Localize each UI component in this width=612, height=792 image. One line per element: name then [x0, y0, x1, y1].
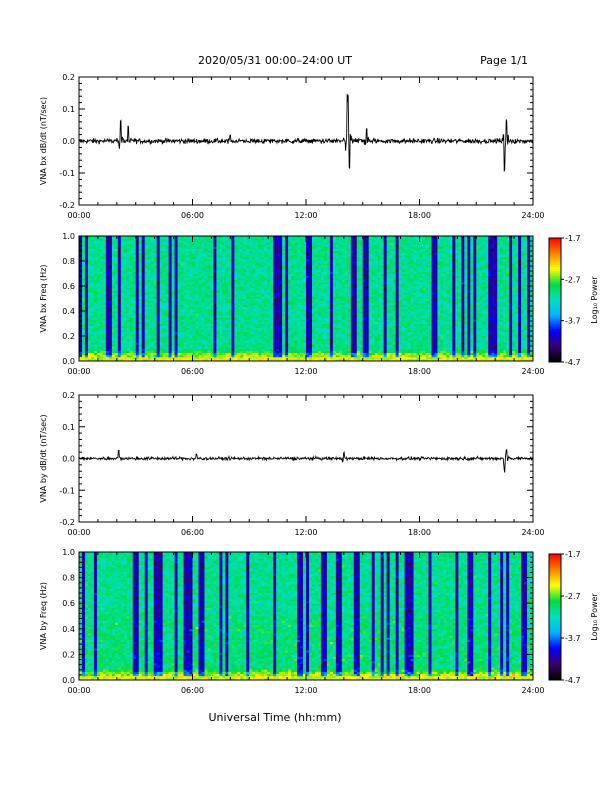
y-tick-label: 0.2 — [62, 391, 75, 400]
y-tick-label: 0.8 — [62, 574, 75, 583]
colorbar-frame — [548, 553, 562, 681]
x-tick-label: 06:00 — [181, 211, 204, 220]
x-tick-label: 18:00 — [408, 686, 431, 695]
x-tick-label: 18:00 — [408, 367, 431, 376]
x-tick-label: 12:00 — [294, 367, 317, 376]
x-tick-label: 06:00 — [181, 528, 204, 537]
page-number: Page 1/1 — [480, 54, 528, 67]
spectrogram-cells — [79, 552, 534, 681]
y-tick-label: 0.8 — [62, 257, 75, 266]
x-tick-label: 18:00 — [408, 528, 431, 537]
colorbar-tick-label: -2.7 — [565, 592, 581, 601]
colorbar-tick-label: -3.7 — [565, 317, 581, 326]
colorbar-label: Log₁₀ Power — [590, 593, 599, 641]
y-tick-label: 0.4 — [62, 625, 75, 634]
y-axis-label: VNA bx Freq (Hz) — [39, 265, 48, 333]
colorbar-tick-label: -4.7 — [565, 358, 581, 367]
y-tick-label: 0.2 — [62, 73, 75, 82]
x-tick-label: 24:00 — [521, 528, 544, 537]
colorbar-tick-label: -1.7 — [565, 550, 581, 559]
x-tick-label: 18:00 — [408, 211, 431, 220]
x-tick-label: 00:00 — [67, 528, 90, 537]
y-tick-label: 0.1 — [62, 423, 75, 432]
colorbar-tick-label: -2.7 — [565, 275, 581, 284]
bx-colorbar: -1.7 -2.7 -3.7 -4.7 Log₁₀ Power — [548, 234, 599, 367]
x-tick-label: 00:00 — [67, 211, 90, 220]
colorbar-frame — [548, 237, 562, 363]
y-tick-label: 0.0 — [62, 676, 75, 685]
y-tick-label: -0.2 — [59, 201, 75, 210]
y-tick-label: 0.2 — [62, 332, 75, 341]
series-line — [78, 93, 534, 172]
y-tick-label: 1.0 — [62, 548, 75, 557]
y-tick-label: 0.0 — [62, 455, 75, 464]
spectrogram-cells — [79, 236, 534, 362]
y-tick-label: -0.1 — [59, 486, 75, 495]
y-tick-label: 0.6 — [62, 282, 75, 291]
y-tick-label: 0.6 — [62, 599, 75, 608]
x-tick-label: 24:00 — [521, 211, 544, 220]
x-tick-label: 12:00 — [294, 211, 317, 220]
colorbar-tick-label: -3.7 — [565, 634, 581, 643]
x-tick-label: 06:00 — [181, 686, 204, 695]
x-tick-label: 12:00 — [294, 528, 317, 537]
bx-spectrogram-panel: 00:00 06:00 12:00 18:00 24:00 1.0 0.8 0.6 0.4 0.2… — [39, 232, 545, 376]
x-tick-label: 12:00 — [294, 686, 317, 695]
y-axis-label: VNA bx dB/dt (nT/sec) — [39, 97, 48, 185]
x-tick-label: 24:00 — [521, 367, 544, 376]
series-line — [78, 448, 534, 473]
x-tick-label: 00:00 — [67, 686, 90, 695]
y-tick-label: 1.0 — [62, 232, 75, 241]
y-tick-label: 0.1 — [62, 105, 75, 114]
colorbar-tick-label: -1.7 — [565, 234, 581, 243]
y-tick-label: -0.1 — [59, 169, 75, 178]
page-title: 2020/05/31 00:00–24:00 UT — [198, 54, 352, 67]
by-timeseries-panel: 00:00 06:00 12:00 18:00 24:00 0.2 0.1 0.0 -0.1 -0… — [39, 391, 545, 537]
by-spectrogram-panel: 00:00 06:00 12:00 18:00 24:00 1.0 0.8 0.6 0.4 0.2… — [39, 548, 545, 695]
x-axis-label: Universal Time (hh:mm) — [209, 711, 342, 724]
y-axis-label: VNA by dB/dt (nT/sec) — [39, 414, 48, 502]
y-tick-label: -0.2 — [59, 518, 75, 527]
x-tick-label: 24:00 — [521, 686, 544, 695]
x-tick-label: 00:00 — [67, 367, 90, 376]
y-tick-label: 0.0 — [62, 137, 75, 146]
colorbar-tick-label: -4.7 — [565, 676, 581, 685]
by-colorbar: -1.7 -2.7 -3.7 -4.7 Log₁₀ Power — [548, 550, 599, 685]
y-axis-label: VNA by Freq (Hz) — [39, 582, 48, 650]
bx-timeseries-panel: 00:00 06:00 12:00 18:00 24:00 0.2 0.1 0.0 -0.1 -0… — [39, 73, 545, 220]
y-tick-label: 0.4 — [62, 307, 75, 316]
colorbar-label: Log₁₀ Power — [590, 276, 599, 324]
y-tick-label: 0.2 — [62, 650, 75, 659]
y-tick-label: 0.0 — [62, 357, 75, 366]
x-tick-label: 06:00 — [181, 367, 204, 376]
